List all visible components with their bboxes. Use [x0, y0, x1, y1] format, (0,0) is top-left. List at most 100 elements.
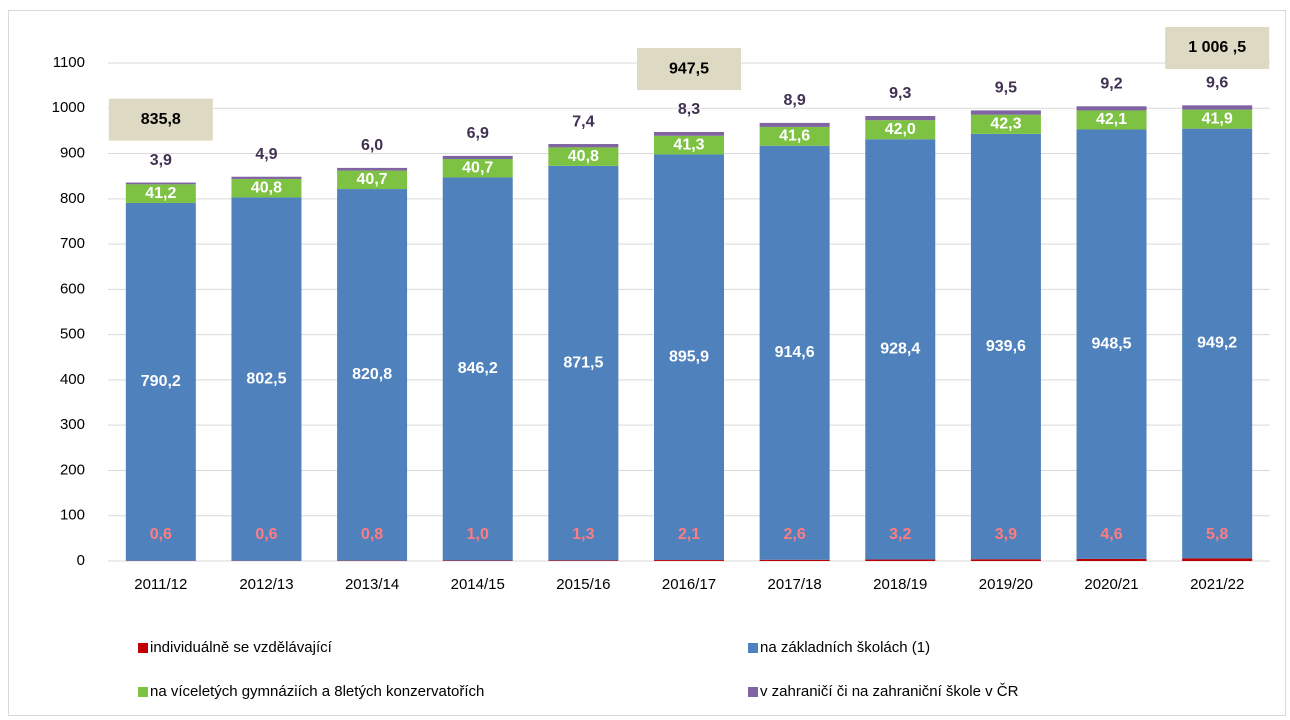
y-tick-label: 100: [60, 507, 85, 524]
bar-segment: [442, 177, 513, 561]
data-label: 42,0: [885, 121, 916, 138]
data-label: 0,8: [361, 526, 383, 543]
data-label: 40,7: [462, 159, 493, 176]
bar-segment: [1182, 109, 1253, 129]
y-tick-label: 700: [60, 235, 85, 252]
total-label: 947,5: [669, 60, 709, 77]
x-tick-label: 2018/19: [873, 576, 927, 593]
data-label: 6,9: [467, 125, 489, 142]
legend-label: v zahraničí či na zahraniční škole v ČR: [760, 683, 1019, 700]
data-label: 40,7: [357, 171, 388, 188]
bar-segment: [337, 189, 408, 561]
data-label: 846,2: [458, 360, 498, 377]
y-tick-label: 1000: [52, 99, 85, 116]
data-label: 790,2: [141, 373, 181, 390]
bar-segment: [548, 165, 619, 561]
data-label: 41,3: [673, 136, 704, 153]
x-tick-label: 2011/12: [134, 576, 187, 593]
data-label: 42,3: [990, 115, 1021, 132]
data-label: 871,5: [563, 354, 603, 371]
data-label: 802,5: [246, 370, 286, 387]
legend-label: na víceletých gymnáziích a 8letých konze…: [150, 683, 484, 700]
bar-segment: [1076, 129, 1147, 559]
data-label: 8,3: [678, 101, 700, 118]
bar-segment: [548, 147, 619, 166]
y-tick-label: 800: [60, 190, 85, 207]
data-label: 0,6: [150, 526, 172, 543]
data-label: 41,6: [779, 128, 810, 145]
bar-segment: [759, 145, 830, 560]
y-tick-label: 500: [60, 326, 85, 343]
data-label: 1,0: [467, 526, 489, 543]
legend-swatch: [138, 643, 148, 653]
bar-segment: [1076, 558, 1147, 561]
chart-frame: [8, 10, 1286, 716]
bar-segment: [759, 126, 830, 146]
data-label: 948,5: [1092, 335, 1132, 352]
bar-segment: [442, 159, 513, 178]
bar-segment: [970, 110, 1041, 115]
data-label: 914,6: [775, 344, 815, 361]
bar-segment: [125, 182, 196, 185]
x-tick-label: 2012/13: [239, 576, 293, 593]
y-tick-label: 0: [77, 552, 85, 569]
x-tick-label: 2016/17: [662, 576, 716, 593]
data-label: 3,2: [889, 526, 911, 543]
data-label: 8,9: [784, 92, 806, 109]
data-label: 9,3: [889, 85, 911, 102]
bar-segment: [337, 170, 408, 190]
bar-segment: [1182, 128, 1253, 559]
legend-label: individuálně se vzdělávající: [150, 639, 333, 656]
data-label: 40,8: [568, 148, 599, 165]
bar-segment: [970, 114, 1041, 134]
data-label: 4,6: [1100, 526, 1122, 543]
legend-label: na základních školách (1): [760, 639, 930, 656]
y-tick-label: 300: [60, 416, 85, 433]
data-label: 7,4: [572, 113, 594, 130]
total-label: 835,8: [141, 111, 181, 128]
total-box: [108, 98, 213, 141]
data-label: 949,2: [1197, 335, 1237, 352]
data-label: 41,2: [145, 185, 176, 202]
data-label: 1,3: [572, 526, 594, 543]
bar-segment: [125, 184, 196, 203]
data-label: 0,6: [255, 526, 277, 543]
bar-segment: [865, 559, 936, 561]
data-label: 2,6: [784, 526, 806, 543]
y-tick-label: 400: [60, 371, 85, 388]
data-label: 40,8: [251, 179, 282, 196]
bar-segment: [548, 560, 619, 561]
bar-segment: [865, 139, 936, 560]
legend-swatch: [138, 687, 148, 697]
y-tick-label: 1100: [53, 54, 85, 71]
data-label: 820,8: [352, 366, 392, 383]
data-label: 3,9: [995, 526, 1017, 543]
total-label: 1 006 ,5: [1188, 39, 1246, 56]
x-tick-label: 2019/20: [979, 576, 1033, 593]
bar-segment: [231, 197, 302, 561]
bar-segment: [1182, 558, 1253, 561]
x-tick-label: 2020/21: [1084, 576, 1138, 593]
bar-segment: [231, 178, 302, 198]
bar-segment: [865, 116, 936, 121]
bar-segment: [125, 202, 196, 561]
bar-segment: [759, 122, 830, 127]
data-label: 9,6: [1206, 75, 1228, 92]
bar-segment: [759, 559, 830, 561]
data-label: 3,9: [150, 152, 172, 169]
legend-swatch: [748, 687, 758, 697]
data-label: 895,9: [669, 348, 709, 365]
x-tick-label: 2021/22: [1190, 576, 1244, 593]
bar-segment: [1076, 106, 1147, 111]
x-tick-label: 2017/18: [768, 576, 822, 593]
bar-segment: [654, 560, 724, 561]
data-label: 5,8: [1206, 526, 1228, 543]
total-box: [1165, 27, 1270, 69]
data-label: 928,4: [880, 341, 920, 358]
bar-segment: [442, 155, 513, 160]
x-tick-label: 2015/16: [556, 576, 610, 593]
bar-segment: [1076, 110, 1147, 130]
bar-segment: [654, 154, 724, 561]
data-label: 9,5: [995, 80, 1017, 97]
